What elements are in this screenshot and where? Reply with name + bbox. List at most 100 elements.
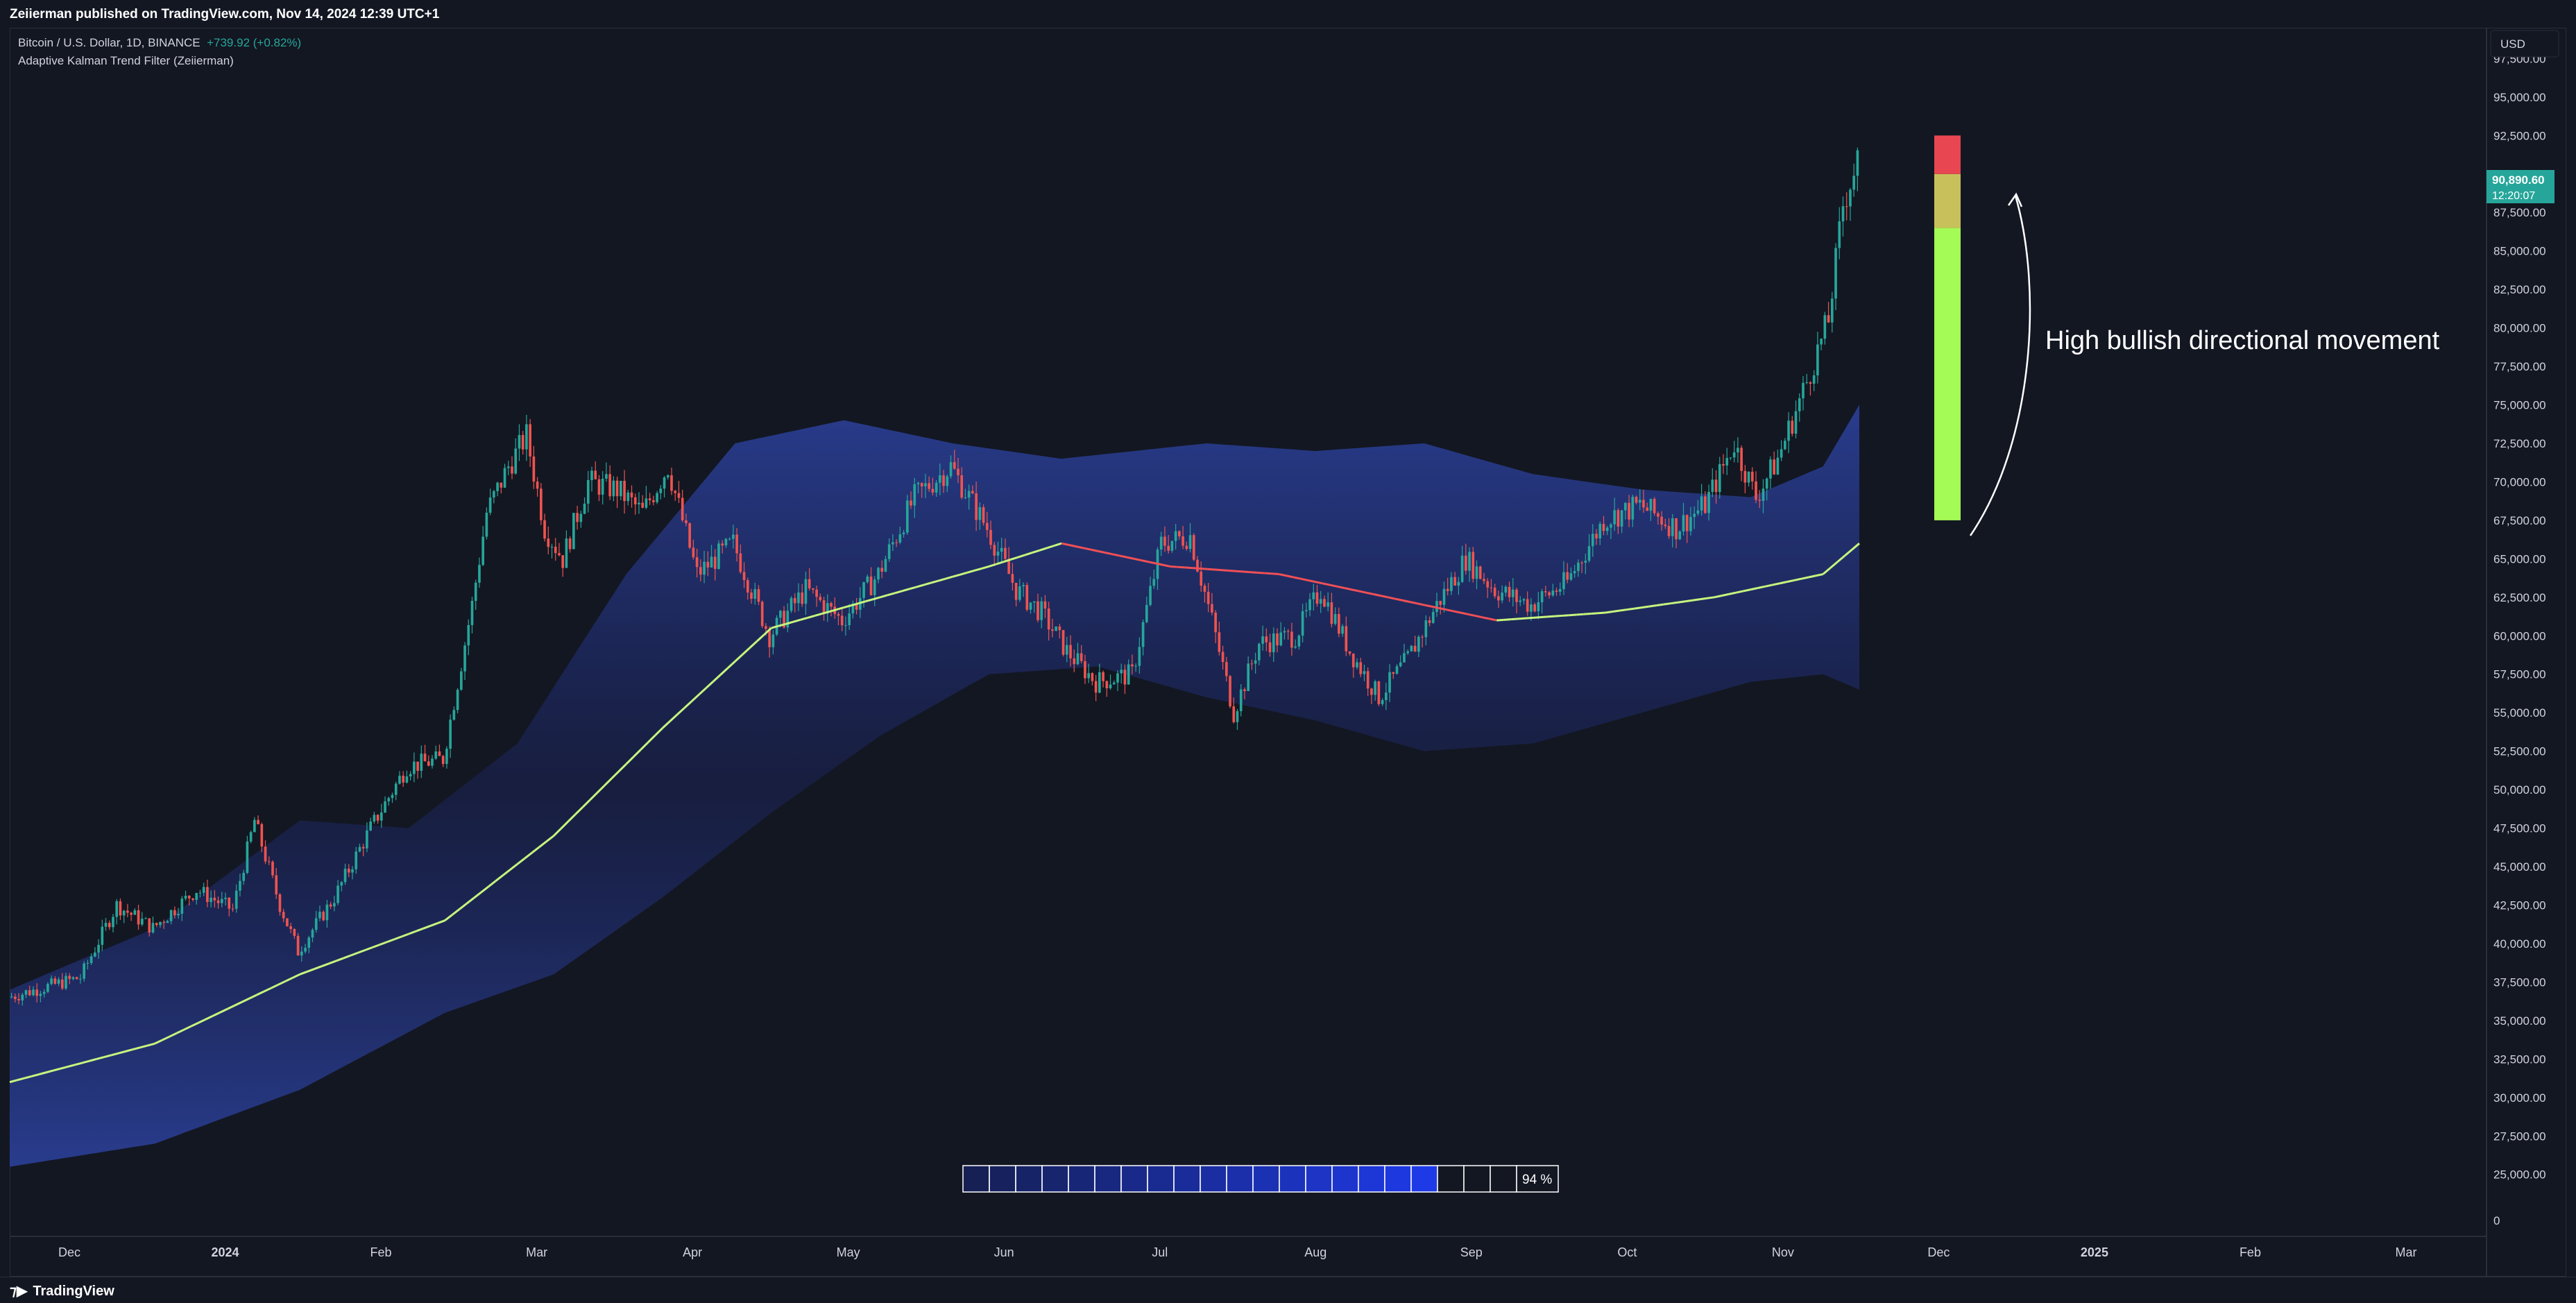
y-tick-label: 77,500.00 [2493, 360, 2546, 373]
trend-segment [473, 891, 482, 899]
trend-segment [241, 997, 250, 1003]
candle [1569, 567, 1573, 581]
candle [641, 495, 645, 509]
candle [1548, 590, 1551, 599]
candle [873, 576, 876, 606]
trend-segment [480, 885, 489, 894]
candle [840, 607, 844, 631]
candle [957, 457, 959, 484]
trend-segment [1627, 607, 1635, 611]
candle [137, 905, 140, 930]
trend-segment [1735, 590, 1744, 594]
trend-segment [1279, 573, 1287, 577]
candle [1497, 590, 1500, 608]
candle [554, 538, 557, 561]
candle [1605, 525, 1609, 536]
x-tick-label: Aug [1304, 1245, 1327, 1259]
y-tick-label: 67,500.00 [2493, 514, 2546, 527]
candle [431, 755, 434, 769]
candle [358, 843, 361, 853]
indicator-row[interactable]: Adaptive Kalman Trend Filter (Zeiierman) [18, 54, 301, 72]
publish-info: Zeiierman published on TradingView.com, … [10, 7, 440, 22]
candle [441, 754, 445, 767]
y-tick-label: 25,000.00 [2493, 1168, 2546, 1182]
y-tick-label: 87,500.00 [2493, 206, 2546, 219]
trend-segment [836, 606, 844, 611]
candle [42, 989, 46, 998]
candle [1700, 484, 1703, 516]
gauge-cell [1331, 1165, 1359, 1193]
candle [1675, 518, 1678, 549]
candle [1475, 560, 1478, 590]
candle [391, 792, 394, 803]
candle [699, 559, 702, 582]
candle [739, 544, 742, 574]
candle [724, 538, 728, 548]
candle [601, 471, 604, 505]
candle [837, 612, 840, 626]
candle [1540, 588, 1544, 614]
gauge-cell [1279, 1165, 1306, 1193]
trend-segment [292, 973, 300, 979]
candle [1667, 518, 1671, 539]
trend-segment [814, 613, 823, 617]
candle [851, 600, 855, 619]
candle [652, 495, 655, 506]
candle [1268, 633, 1272, 657]
candle [1018, 579, 1021, 602]
kalman-band [10, 404, 1859, 1167]
candle [1098, 663, 1101, 694]
candle [638, 492, 640, 514]
candle [1348, 651, 1351, 656]
candle [1399, 655, 1402, 667]
candle [1366, 667, 1370, 697]
trend-segment [690, 694, 700, 703]
candle [1345, 616, 1348, 656]
y-tick-label: 55,000.00 [2493, 706, 2546, 719]
trend-segment [190, 1021, 199, 1028]
candle [1163, 526, 1166, 552]
trend-segment [792, 618, 801, 623]
trend-segment [858, 600, 867, 605]
candle [750, 588, 753, 604]
candle [438, 744, 441, 756]
trend-segment [169, 1032, 178, 1038]
candle [1852, 163, 1855, 197]
candle [1511, 578, 1515, 607]
candle [1587, 534, 1591, 563]
candle [1236, 708, 1239, 730]
candle [195, 892, 198, 905]
symbol-row[interactable]: Bitcoin / U.S. Dollar, 1D, BINANCE +739.… [18, 36, 301, 54]
candle [521, 431, 524, 455]
candle [633, 493, 637, 515]
trend-segment [1090, 548, 1098, 552]
trend-segment [930, 579, 939, 584]
trend-segment [1554, 614, 1562, 618]
currency-box[interactable] [2490, 30, 2559, 58]
candle [1693, 506, 1696, 529]
candle [768, 626, 771, 658]
candle [104, 918, 108, 931]
x-tick-label: Apr [683, 1245, 702, 1259]
candle [1664, 518, 1667, 529]
trend-segment [981, 565, 989, 570]
x-tick-label: Dec [58, 1245, 80, 1259]
candle [206, 879, 209, 908]
trend-segment [1772, 582, 1780, 586]
candle [539, 482, 543, 525]
candle [366, 822, 368, 853]
trend-segment [444, 914, 453, 921]
candle [786, 603, 790, 633]
tradingview-logo[interactable]: ⁊▶ TradingView [10, 1282, 114, 1300]
candle [1537, 591, 1540, 620]
trend-segment [1380, 595, 1388, 599]
candle [361, 844, 365, 857]
candle [1555, 587, 1558, 596]
trend-segment [1111, 553, 1120, 557]
trend-segment [314, 965, 323, 970]
candle [674, 489, 677, 501]
candle [1381, 698, 1384, 706]
trend-segment [872, 596, 880, 601]
candle [1472, 547, 1475, 583]
